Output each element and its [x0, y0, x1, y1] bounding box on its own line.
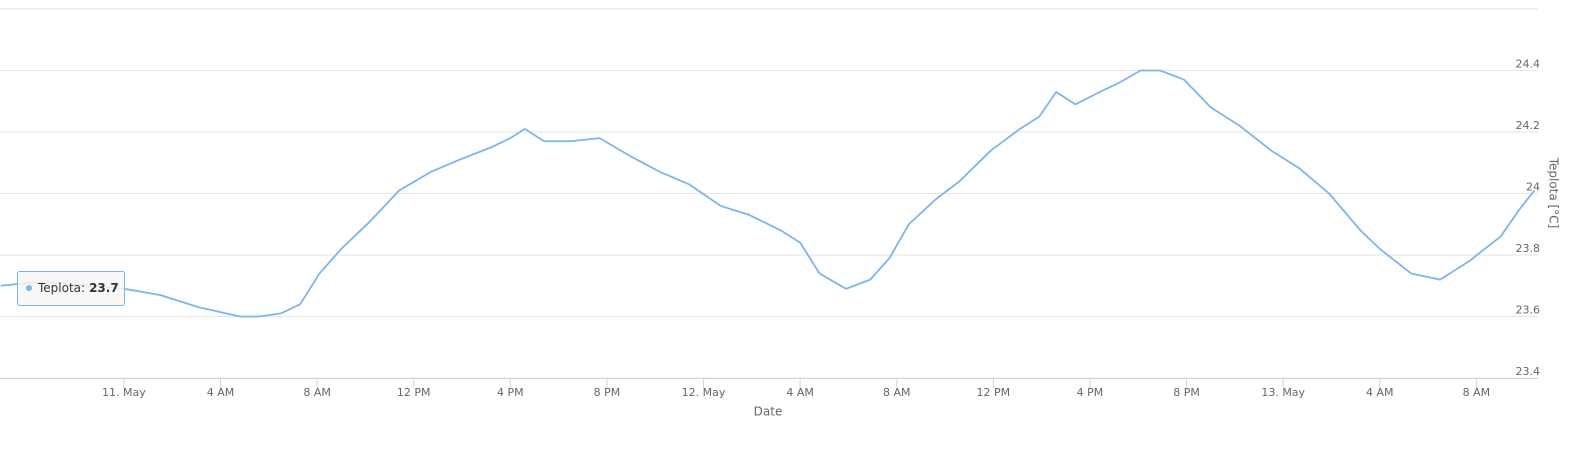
x-tick-label: 4 AM	[786, 386, 814, 399]
tooltip: Teplota: 23.7	[17, 271, 125, 306]
x-tick-label: 4 PM	[497, 386, 524, 399]
x-tick-label: 8 PM	[1173, 386, 1200, 399]
tooltip-text: Teplota: 23.7	[37, 281, 119, 295]
y-tick-label: 23.4	[1516, 365, 1541, 378]
x-tick-label: 4 AM	[207, 386, 235, 399]
tooltip-value: 23.7	[89, 281, 119, 295]
y-tick-label: 23.6	[1516, 304, 1541, 317]
x-tick-label: 11. May	[102, 386, 146, 399]
x-tick-label: 12 PM	[397, 386, 431, 399]
x-tick-label: 12. May	[682, 386, 726, 399]
x-tick-label: 13. May	[1261, 386, 1305, 399]
x-tick-label: 4 PM	[1077, 386, 1104, 399]
tooltip-label: Teplota:	[37, 281, 85, 295]
x-tick-label: 4 AM	[1366, 386, 1394, 399]
x-tick-label: 8 PM	[594, 386, 621, 399]
data-line	[0, 69, 1536, 318]
x-tick-label: 8 AM	[303, 386, 331, 399]
y-tick-label: 24.4	[1516, 58, 1541, 71]
x-tick-label: 12 PM	[977, 386, 1011, 399]
x-tick-label: 8 AM	[883, 386, 911, 399]
y-tick-label: 24	[1526, 181, 1540, 194]
y-tick-label: 23.8	[1516, 242, 1541, 255]
x-tick-label: 8 AM	[1463, 386, 1491, 399]
y-axis-title: Teplota [°C]	[1547, 157, 1561, 229]
y-tick-label: 24.2	[1516, 119, 1541, 132]
tooltip-marker	[26, 285, 32, 291]
x-axis-title: Date	[754, 405, 783, 419]
tooltip-box	[17, 271, 125, 306]
